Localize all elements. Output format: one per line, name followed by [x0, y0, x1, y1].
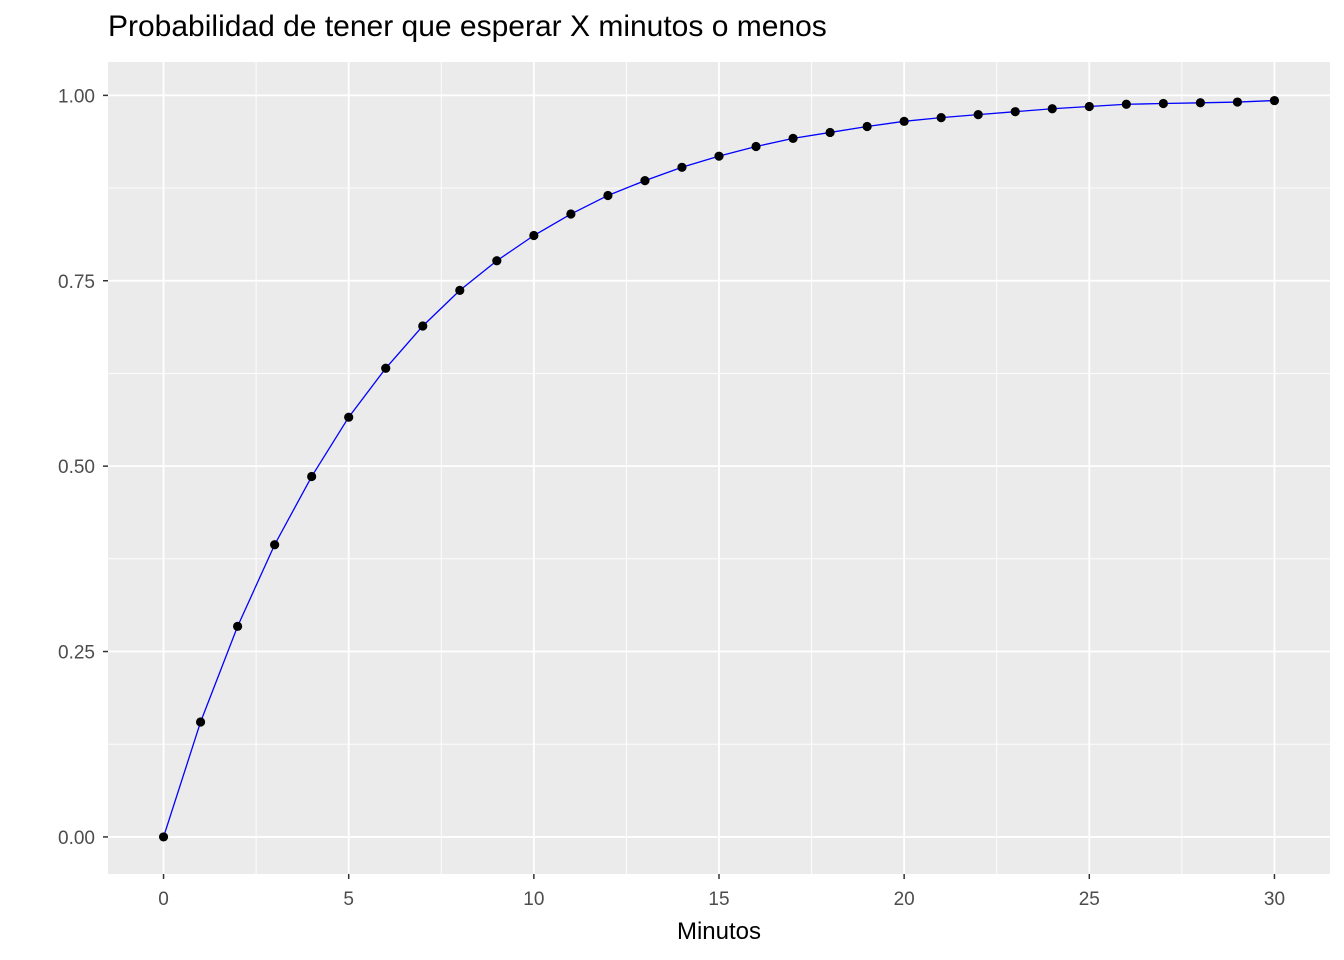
major-gridlines — [108, 62, 1330, 874]
x-tick-label: 30 — [1264, 889, 1285, 910]
data-point — [1269, 95, 1280, 106]
tick-labels: 0 5 10 15 20 25 30 0.00 0.25 0.50 0.75 1.00 — [58, 86, 1285, 910]
x-tick-label: 15 — [708, 889, 729, 910]
data-point — [158, 832, 169, 842]
x-tick-label: 25 — [1079, 889, 1100, 910]
y-tick-label: 0.25 — [58, 643, 95, 664]
data-point — [825, 127, 835, 138]
x-tick-label: 20 — [894, 889, 915, 910]
data-point — [381, 363, 391, 373]
data-point — [677, 162, 687, 172]
data-point — [936, 113, 946, 123]
data-point — [751, 141, 761, 152]
data-point — [195, 717, 206, 727]
y-tick-label: 0.50 — [58, 457, 95, 478]
data-point — [640, 176, 650, 186]
y-tick-label: 0.75 — [58, 272, 95, 293]
data-point — [603, 190, 613, 201]
data-point — [566, 209, 576, 219]
x-tick-label: 0 — [158, 889, 169, 910]
data-point — [1158, 98, 1168, 109]
data-point — [233, 621, 243, 631]
data-point — [344, 412, 354, 422]
data-point — [973, 110, 983, 120]
data-point — [714, 151, 724, 161]
y-tick-label: 1.00 — [58, 86, 95, 107]
data-point — [899, 116, 909, 126]
data-point — [1047, 104, 1057, 114]
axis-ticks — [103, 94, 1276, 879]
y-tick-label: 0.00 — [58, 828, 95, 849]
x-tick-label: 5 — [343, 889, 354, 910]
x-axis-title: Minutos — [677, 918, 761, 945]
data-point — [307, 471, 317, 482]
chart-title: Probabilidad de tener que esperar X minu… — [108, 10, 827, 43]
series-points-group — [158, 95, 1280, 842]
data-point — [1121, 99, 1131, 109]
data-point — [1010, 107, 1020, 117]
data-point — [862, 121, 872, 132]
data-point — [788, 133, 798, 143]
x-tick-label: 10 — [523, 889, 544, 910]
data-point — [1195, 98, 1205, 108]
data-point — [455, 285, 465, 295]
data-point — [270, 540, 280, 550]
data-point — [492, 256, 502, 266]
data-point — [418, 321, 428, 331]
data-point — [1232, 97, 1243, 107]
data-point — [529, 230, 539, 241]
data-point — [1084, 101, 1094, 112]
